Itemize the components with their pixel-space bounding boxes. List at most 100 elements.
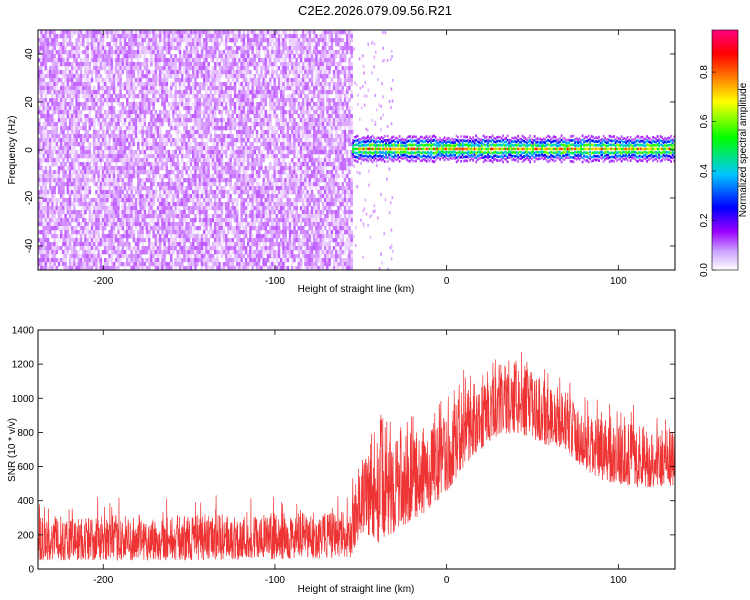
spectrogram-cell [181, 114, 184, 119]
spectrogram-cell [73, 154, 76, 159]
spectrogram-cell [220, 154, 224, 159]
spectrogram-cell [123, 42, 127, 47]
spectrogram-cell [99, 210, 103, 215]
spectrogram-cell [97, 242, 100, 247]
spectrogram-cell [203, 182, 206, 187]
spectrogram-cell [44, 178, 48, 183]
spectrogram-cell [154, 98, 158, 103]
spectrogram-cell [236, 238, 239, 243]
spectrogram-cell [126, 86, 129, 91]
spectrogram-cell [104, 142, 107, 147]
spectrogram-cell [258, 118, 261, 123]
spectrogram-cell [55, 126, 59, 131]
spectrogram-cell [174, 126, 177, 131]
spectrogram-cell [141, 238, 144, 243]
spectrogram-cell [229, 130, 232, 135]
spectrogram-cell [192, 234, 195, 239]
spectrogram-cell [165, 90, 169, 95]
spectrogram-cell [93, 234, 96, 239]
spectrogram-cell [130, 182, 133, 187]
spectrogram-cell [154, 190, 158, 195]
spectrogram-cell [198, 174, 202, 179]
spectrogram-cell [117, 134, 120, 139]
spectrogram-cell [183, 186, 186, 191]
spectrogram-cell [86, 30, 89, 35]
spectrogram-cell [161, 258, 164, 263]
spectrogram-cell [238, 182, 241, 187]
spectrogram-cell [154, 86, 158, 91]
spectrogram-cell [187, 230, 191, 235]
spectrogram-cell [82, 146, 85, 151]
spectrogram-cell [247, 258, 250, 263]
spectrogram-cell [183, 214, 186, 219]
spectrogram-cell [44, 122, 48, 127]
spectrogram-cell [233, 258, 237, 263]
spectrogram-cell [46, 242, 50, 247]
spectrogram-cell [84, 154, 87, 159]
spectrogram-cell [134, 218, 138, 223]
spectrogram-cell [71, 54, 74, 59]
spectrogram-cell [77, 134, 81, 139]
spectrogram-cell [51, 70, 54, 75]
spectrogram-cell [57, 90, 61, 95]
spectrogram-cell [161, 46, 164, 51]
spectrogram-cell [216, 226, 219, 231]
spectrogram-cell [112, 78, 116, 83]
spectrogram-cell [119, 174, 122, 179]
spectrogram-cell [176, 38, 180, 43]
spectrogram-cell [132, 214, 136, 219]
spectrogram-cell [152, 174, 155, 179]
spectrogram-cell [209, 98, 213, 103]
spectrogram-cell [110, 102, 114, 107]
spectrogram-cell [161, 198, 164, 203]
spectrogram-cell [165, 222, 169, 227]
spectrogram-cell [205, 46, 208, 51]
spectrogram-cell [130, 206, 133, 211]
spectrogram-cell [51, 46, 54, 51]
spectrogram-cell [130, 106, 133, 111]
spectrogram-cell [104, 90, 107, 95]
spectrogram-cell [117, 258, 120, 263]
spectrogram-cell [233, 266, 237, 270]
spectrogram-cell [229, 134, 232, 139]
spectrogram-cell [115, 46, 118, 51]
spectrogram-cell [163, 114, 166, 119]
spectrogram-cell [205, 226, 208, 231]
spectrogram-cell [222, 230, 226, 235]
spectrogram-cell [238, 134, 241, 139]
spectrogram-cell [258, 166, 261, 171]
spectrogram-cell [62, 198, 65, 203]
spectrogram-cell [218, 94, 221, 99]
spectrogram-cell [167, 66, 171, 71]
spectrogram-cell [211, 78, 215, 83]
spectrogram-cell [77, 194, 81, 199]
spectrogram-cell [207, 218, 210, 223]
spectrogram-cell [249, 246, 252, 251]
spectrogram-cell [64, 118, 67, 123]
spectrogram-cell [145, 134, 149, 139]
spectrogram-cell [194, 174, 197, 179]
spectrogram-cell [84, 50, 87, 55]
spectrogram-cell [71, 118, 74, 123]
spectrogram-cell [253, 250, 257, 255]
spectrogram-cell [209, 190, 213, 195]
spectrogram-cell [60, 54, 63, 59]
spectrogram-cell [121, 202, 125, 207]
spectrogram-cell [161, 82, 164, 87]
spectrogram-cell [143, 238, 147, 243]
spectrogram-cell [231, 174, 235, 179]
spectrogram-cell [77, 94, 81, 99]
spectrogram-cell [79, 138, 83, 143]
spectrogram-cell [159, 266, 162, 270]
spectrogram-cell [71, 74, 74, 79]
spectrogram-cell [194, 118, 197, 123]
spectrogram-cell [244, 74, 248, 79]
spectrogram-cell [205, 242, 208, 247]
spectrogram-cell [77, 78, 81, 83]
spectrogram-cell [229, 114, 232, 119]
spectrogram-cell [238, 230, 241, 235]
spectrogram-cell [93, 198, 96, 203]
spectrogram-cell [229, 150, 232, 155]
spectrogram-cell [137, 198, 140, 203]
spectrogram-cell [240, 266, 243, 270]
